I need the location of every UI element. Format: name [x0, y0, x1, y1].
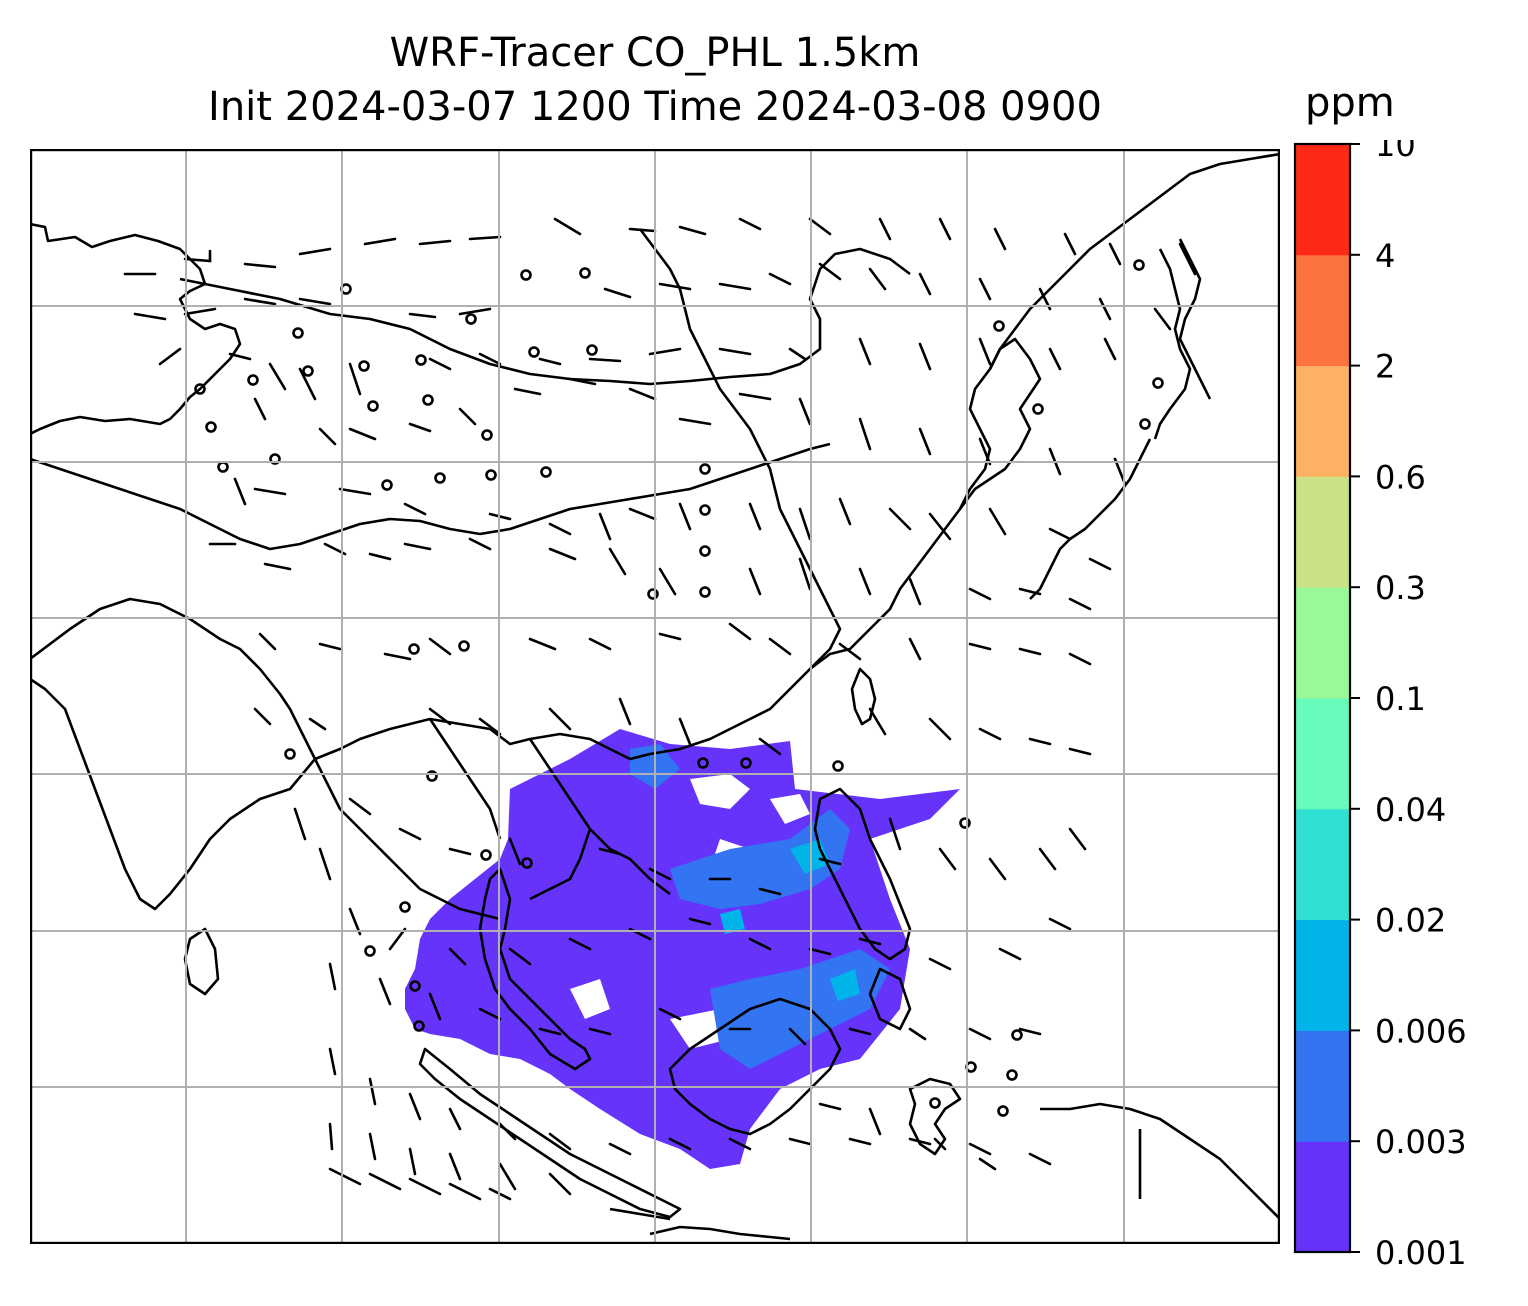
map-gridlines — [30, 149, 1280, 1244]
coastline-new-guinea — [1040, 1102, 1280, 1220]
coastline-philippines — [813, 787, 912, 1031]
colorbar-swatch — [1295, 144, 1350, 256]
coastline-india — [30, 597, 317, 911]
colorbar-tick-label: 0.003 — [1375, 1123, 1467, 1161]
map-title-line2: Init 2024-03-07 1200 Time 2024-03-08 090… — [208, 84, 1102, 130]
colorbar: 0.001 0.003 0.006 0.02 0.04 0.1 0.3 0.6 2 4 10 — [1293, 140, 1467, 1272]
coastline-indochina — [314, 228, 842, 761]
colorbar-swatch — [1295, 254, 1350, 367]
coastline-japan — [1029, 238, 1212, 600]
colorbar-tick-label: 0.04 — [1375, 791, 1446, 829]
coastline-sulawesi — [908, 1077, 962, 1156]
coastline-java — [609, 1207, 791, 1241]
colorbar-tick-label: 0.006 — [1375, 1012, 1467, 1050]
colorbar-swatch — [1295, 1030, 1350, 1142]
coastline-west-asia — [30, 222, 242, 436]
colorbar-swatch — [1295, 476, 1350, 588]
colorbar-frame — [1293, 142, 1352, 1254]
colorbar-ticks: 0.001 0.003 0.006 0.02 0.04 0.1 0.3 0.6 2 4 10 — [1350, 140, 1467, 1272]
colorbar-tick-label: 4 — [1375, 237, 1395, 275]
wind-barbs — [123, 217, 1197, 1201]
plume-inner-holes — [570, 774, 810, 1049]
coastline-taiwan — [850, 667, 877, 726]
colorbar-tick-label: 0.1 — [1375, 680, 1426, 718]
colorbar-tick-label: 10 — [1375, 140, 1416, 164]
map-frame — [30, 149, 1280, 1244]
colorbar-swatches — [1295, 144, 1350, 1253]
map-title-line1: WRF-Tracer CO_PHL 1.5km — [389, 30, 921, 76]
colorbar-tick-label: 0.3 — [1375, 569, 1426, 607]
coastline-korea — [958, 337, 1042, 510]
coastline-myanmar — [313, 758, 501, 921]
colorbar-swatch — [1295, 808, 1350, 921]
colorbar-tick-label: 0.001 — [1375, 1234, 1467, 1272]
coastline-borneo — [668, 997, 842, 1136]
coastline-china-east — [809, 152, 1280, 671]
plume-inner — [720, 839, 860, 1001]
coastline-malay-peninsula — [478, 867, 592, 1071]
colorbar-swatch — [1295, 365, 1350, 477]
plume-middle — [630, 744, 890, 1069]
colorbar-tick-label: 2 — [1375, 348, 1395, 386]
coastlines — [30, 152, 1280, 1241]
colorbar-swatch — [1295, 919, 1350, 1031]
tracer-plume — [405, 729, 960, 1169]
colorbar-tick-label: 0.6 — [1375, 458, 1426, 496]
colorbar-unit: ppm — [1305, 80, 1395, 126]
colorbar-tick-label: 0.02 — [1375, 902, 1446, 940]
coastline-sumatra — [418, 1047, 682, 1219]
colorbar-swatch — [1295, 698, 1350, 810]
coastline-north-border — [30, 442, 831, 551]
map-panel — [30, 149, 1280, 1244]
colorbar-swatch — [1295, 1141, 1350, 1253]
colorbar-swatch — [1295, 587, 1350, 699]
calm-wind-markers — [194, 259, 1164, 1117]
